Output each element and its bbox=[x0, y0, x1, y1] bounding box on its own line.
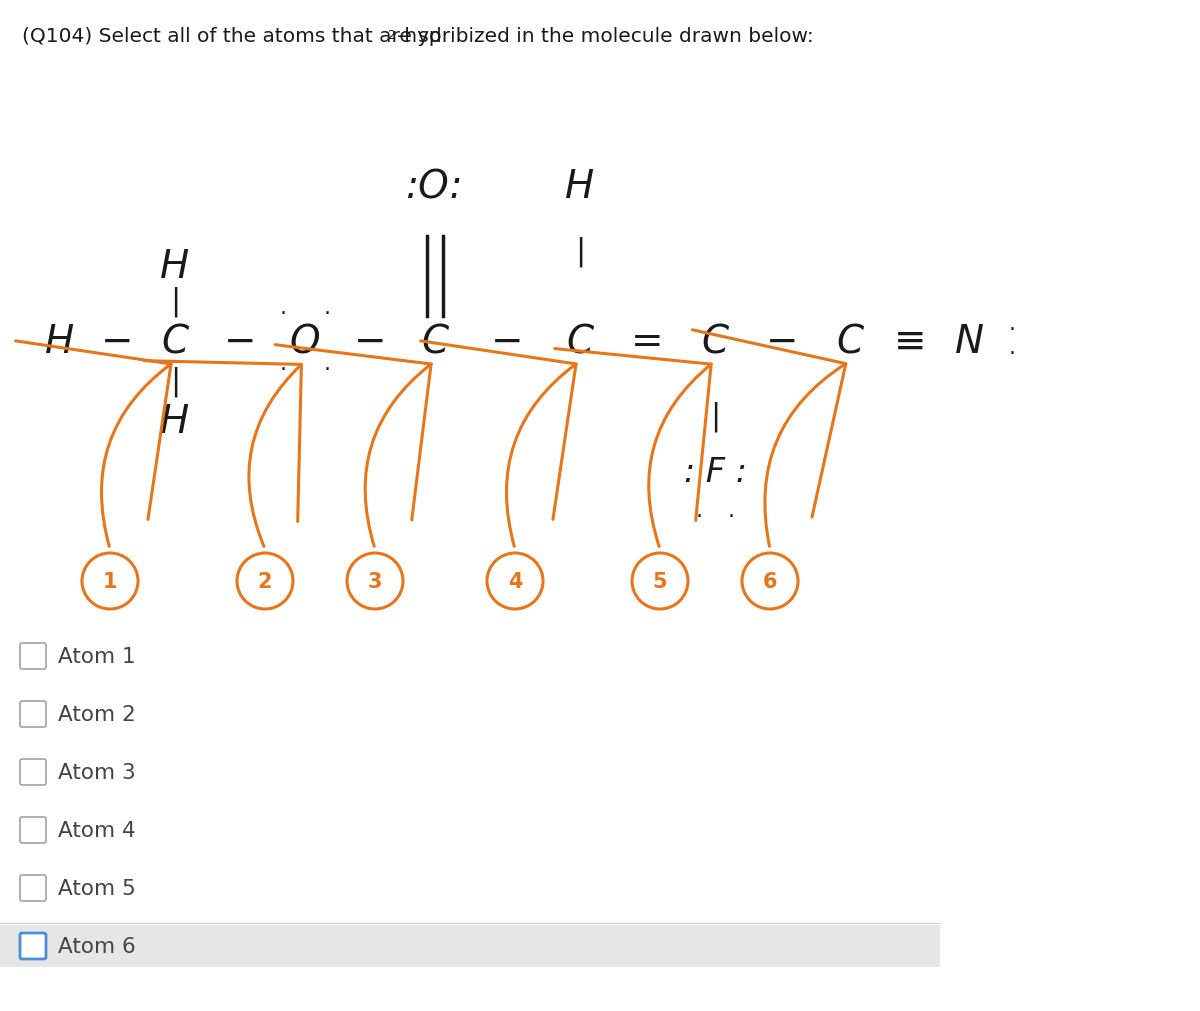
Text: 5: 5 bbox=[653, 571, 667, 591]
Text: |: | bbox=[170, 286, 180, 316]
Text: C: C bbox=[162, 323, 188, 361]
Text: ·: · bbox=[324, 303, 330, 324]
FancyBboxPatch shape bbox=[20, 876, 46, 901]
Text: −: − bbox=[101, 323, 133, 361]
Text: Atom 5: Atom 5 bbox=[58, 879, 136, 898]
Text: −: − bbox=[223, 323, 257, 361]
Text: |: | bbox=[170, 366, 180, 397]
Text: −: − bbox=[354, 323, 386, 361]
FancyBboxPatch shape bbox=[20, 817, 46, 843]
Text: -hydribized in the molecule drawn below:: -hydribized in the molecule drawn below: bbox=[397, 27, 814, 45]
FancyBboxPatch shape bbox=[20, 643, 46, 669]
Text: ·: · bbox=[280, 360, 287, 379]
Text: H: H bbox=[161, 248, 190, 286]
Text: Atom 4: Atom 4 bbox=[58, 820, 136, 840]
Text: =: = bbox=[631, 323, 664, 361]
Text: Atom 2: Atom 2 bbox=[58, 705, 136, 724]
Text: ·: · bbox=[727, 507, 734, 527]
Text: H: H bbox=[565, 168, 595, 206]
Text: ·: · bbox=[280, 303, 287, 324]
Text: H: H bbox=[161, 402, 190, 441]
Text: ·: · bbox=[1008, 344, 1015, 364]
Text: |: | bbox=[710, 401, 720, 432]
Text: 2: 2 bbox=[386, 29, 395, 42]
Text: C: C bbox=[836, 323, 864, 361]
Text: C: C bbox=[566, 323, 594, 361]
Text: Atom 3: Atom 3 bbox=[58, 762, 136, 783]
Text: ·: · bbox=[324, 360, 330, 379]
FancyBboxPatch shape bbox=[20, 702, 46, 727]
Text: O: O bbox=[289, 323, 320, 361]
Text: : F :: : F : bbox=[684, 455, 746, 488]
Text: 6: 6 bbox=[763, 571, 778, 591]
Text: ·: · bbox=[1008, 319, 1015, 340]
Text: (Q104) Select all of the atoms that are sp: (Q104) Select all of the atoms that are … bbox=[22, 27, 442, 45]
Text: ·: · bbox=[696, 507, 702, 527]
Text: C: C bbox=[421, 323, 449, 361]
Text: 4: 4 bbox=[508, 571, 522, 591]
Text: ≡: ≡ bbox=[894, 323, 926, 361]
Text: Atom 6: Atom 6 bbox=[58, 936, 136, 956]
Text: 2: 2 bbox=[258, 571, 272, 591]
FancyBboxPatch shape bbox=[0, 925, 940, 968]
FancyBboxPatch shape bbox=[20, 759, 46, 786]
Text: −: − bbox=[766, 323, 798, 361]
FancyBboxPatch shape bbox=[20, 933, 46, 959]
Text: 3: 3 bbox=[367, 571, 383, 591]
Text: :O:: :O: bbox=[406, 168, 464, 206]
Text: −: − bbox=[491, 323, 523, 361]
Text: H: H bbox=[46, 323, 74, 361]
Text: 1: 1 bbox=[103, 571, 118, 591]
Text: |: | bbox=[575, 237, 586, 267]
Text: Atom 1: Atom 1 bbox=[58, 646, 136, 666]
Text: N: N bbox=[955, 323, 984, 361]
Text: C: C bbox=[702, 323, 728, 361]
